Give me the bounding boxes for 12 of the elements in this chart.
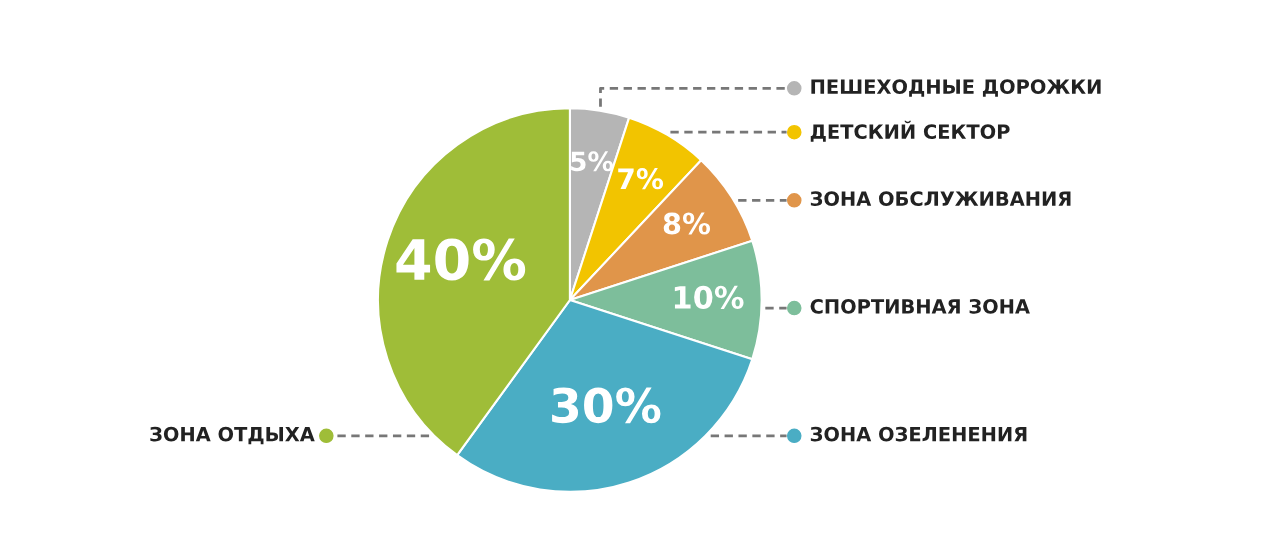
data-label: 5% — [571, 151, 614, 172]
data-label: 40% — [396, 238, 526, 281]
data-label: 8% — [663, 212, 711, 235]
data-label: 10% — [674, 285, 744, 309]
legend-label: ПЕШЕХОДНЫЕ ДОРОЖКИ — [811, 79, 1101, 97]
legend-label: ЗОНА ОБСЛУЖИВАНИЯ — [810, 191, 1071, 206]
legend-label: ДЕТСКИЙ СЕКТОР — [810, 120, 1010, 142]
legend-label: СПОРТИВНАЯ ЗОНА — [810, 299, 1030, 314]
data-label: 30% — [552, 387, 661, 424]
legend-label: ЗОНА ОЗЕЛЕНЕНИЯ — [810, 426, 1027, 442]
data-label: 7% — [618, 168, 664, 190]
slice-label: ЗОНА ОТДЫХА — [150, 426, 315, 445]
